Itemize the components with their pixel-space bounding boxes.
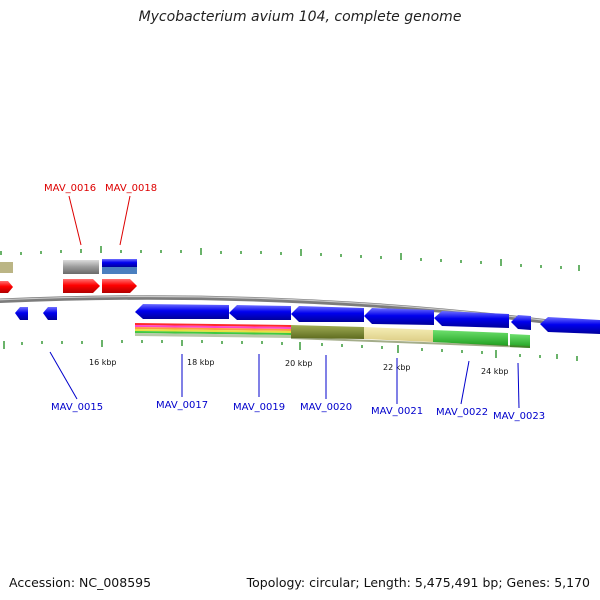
- scale-label-24kbp: 24 kbp: [481, 367, 509, 376]
- label-mav-0021[interactable]: MAV_0021: [371, 406, 423, 417]
- genome-title: Mycobacterium avium 104, complete genome: [138, 9, 462, 25]
- mav-0020-annotation-band: [291, 325, 364, 339]
- gene-mav-0021-cds[interactable]: [364, 308, 434, 325]
- label-mav-0018[interactable]: MAV_0018: [105, 183, 157, 194]
- label-leaders: [49, 195, 520, 409]
- gene-mav-0018-cds[interactable]: [102, 279, 137, 293]
- lower-tick-row: [3, 340, 578, 361]
- gene-mav-0019-cds[interactable]: [229, 305, 291, 320]
- mav-0022-annotation-band: [433, 330, 508, 346]
- label-mav-0016[interactable]: MAV_0016: [44, 183, 96, 194]
- gene-mav-0023-cds[interactable]: [511, 315, 531, 330]
- gene-mav-0015-part-b[interactable]: [43, 307, 57, 320]
- genome-summary-text: Topology: circular; Length: 5,475,491 bp…: [246, 575, 590, 590]
- scale-label-18kbp: 18 kbp: [187, 358, 215, 367]
- label-mav-0020[interactable]: MAV_0020: [300, 402, 352, 413]
- accession-text: Accession: NC_008595: [9, 575, 152, 590]
- label-mav-0022[interactable]: MAV_0022: [436, 407, 488, 418]
- gene-mav-0017-cds[interactable]: [135, 304, 229, 319]
- gene-mav-0020-cds[interactable]: [291, 306, 364, 322]
- feature-mav-0016-grey[interactable]: [63, 260, 99, 274]
- feature-left-partial-tan[interactable]: [0, 262, 13, 273]
- label-mav-0023[interactable]: MAV_0023: [493, 411, 545, 422]
- backbone-shadow: [291, 337, 530, 348]
- mav-0017-annotation-band: [135, 323, 291, 338]
- label-mav-0015[interactable]: MAV_0015: [51, 402, 103, 413]
- upper-tick-row: [0, 246, 580, 271]
- gene-mav-0016-cds[interactable]: [63, 279, 100, 293]
- feature-mav-0018-blue[interactable]: [102, 259, 137, 267]
- label-mav-0017[interactable]: MAV_0017: [156, 400, 208, 411]
- mav-0023-annotation-band: [510, 334, 530, 348]
- label-mav-0019[interactable]: MAV_0019: [233, 402, 285, 413]
- gene-mav-0015-part-a[interactable]: [15, 307, 28, 320]
- gene-mav-0022-cds[interactable]: [434, 311, 509, 328]
- scale-label-16kbp: 16 kbp: [89, 358, 117, 367]
- feature-left-partial-red[interactable]: [0, 281, 13, 293]
- gene-next-cds[interactable]: [540, 317, 600, 334]
- scale-label-20kbp: 20 kbp: [285, 359, 313, 368]
- feature-mav-0018-steel[interactable]: [102, 267, 137, 274]
- mav-0021-annotation-band: [364, 327, 433, 342]
